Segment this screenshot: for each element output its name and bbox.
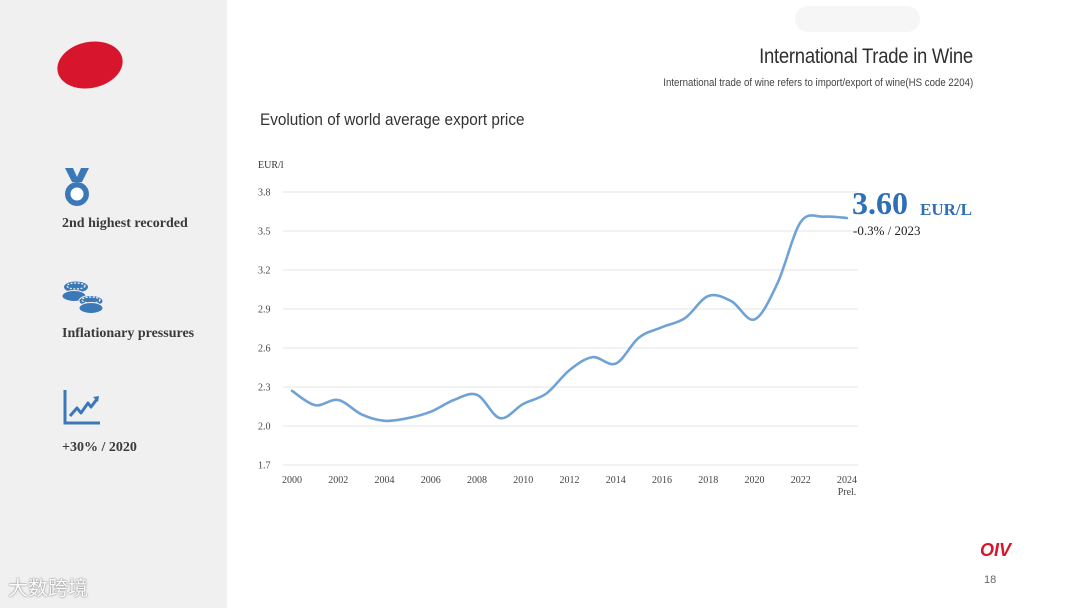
x-tick-label: 2020 — [745, 475, 765, 486]
sidebar-label-record: 2nd highest recorded — [62, 216, 188, 231]
y-tick-label: 2.0 — [258, 422, 271, 433]
x-tick-label: 2012 — [560, 475, 580, 486]
data-point-2015 — [637, 336, 641, 340]
annotation-change: -0.3% / 2023 — [853, 223, 921, 238]
data-point-2006 — [429, 410, 433, 414]
x-tick-label: 2024 — [837, 475, 857, 486]
data-point-2011 — [544, 392, 548, 396]
x-tick-label: 2002 — [328, 475, 348, 486]
annotation-unit: EUR/L — [920, 200, 972, 219]
chart-title: Evolution of world average export price — [260, 110, 525, 129]
x-tick-label: 2016 — [652, 475, 672, 486]
annotation-value: 3.60 — [852, 185, 908, 221]
x-tick-label: 2022 — [791, 475, 811, 486]
data-point-2013 — [591, 355, 595, 359]
data-point-2008 — [475, 393, 479, 397]
x-tick-label: 2000 — [282, 475, 302, 486]
sidebar-label-growth: +30% / 2020 — [62, 440, 137, 455]
page-title: International Trade in Wine — [759, 45, 973, 68]
data-point-2004 — [383, 419, 387, 423]
data-point-2005 — [406, 416, 410, 420]
series-line-export-price — [290, 214, 849, 423]
oiv-brand-logo: OIV — [980, 540, 1012, 560]
data-point-2020 — [753, 317, 757, 321]
sidebar-label-inflation: Inflationary pressures — [62, 326, 195, 341]
coins-icon — [62, 281, 104, 314]
data-point-2014 — [614, 362, 618, 366]
y-tick-label: 1.7 — [258, 461, 271, 472]
data-point-2017 — [683, 316, 687, 320]
data-point-2023 — [822, 215, 826, 219]
data-point-2016 — [660, 325, 664, 329]
page-subtitle: International trade of wine refers to im… — [663, 77, 973, 89]
sidebar-panel — [0, 0, 227, 608]
data-point-2007 — [452, 398, 456, 402]
data-point-2019 — [729, 299, 733, 303]
y-tick-label: 3.2 — [258, 266, 271, 277]
y-tick-label: 2.9 — [258, 305, 271, 316]
y-tick-label: 2.6 — [258, 344, 271, 355]
x-tick-sublabel: Prel. — [838, 487, 857, 498]
y-tick-label: 3.8 — [258, 188, 271, 199]
x-tick-label: 2018 — [698, 475, 718, 486]
faint-header-logo — [795, 6, 920, 32]
medal-icon — [65, 168, 89, 206]
data-point-2018 — [706, 294, 710, 298]
x-tick-label: 2010 — [513, 475, 533, 486]
y-axis-label: EUR/l — [258, 160, 284, 171]
page-number: 18 — [984, 574, 997, 586]
data-point-2000 — [290, 389, 294, 393]
y-tick-label: 2.3 — [258, 383, 271, 394]
x-tick-label: 2006 — [421, 475, 441, 486]
data-point-2012 — [568, 368, 572, 372]
x-tick-label: 2008 — [467, 475, 487, 486]
data-point-2003 — [359, 412, 363, 416]
data-point-2001 — [313, 403, 317, 407]
data-point-2010 — [521, 402, 525, 406]
x-tick-label: 2004 — [375, 475, 395, 486]
data-point-2021 — [776, 281, 780, 285]
data-point-2022 — [799, 220, 803, 224]
x-tick-label: 2014 — [606, 475, 626, 486]
data-point-2009 — [498, 416, 502, 420]
data-point-2024 — [845, 216, 849, 220]
data-point-2002 — [336, 398, 340, 402]
y-tick-label: 3.5 — [258, 227, 271, 238]
trend-chart-icon — [63, 390, 100, 425]
watermark-text: 大数跨境 — [8, 576, 88, 600]
